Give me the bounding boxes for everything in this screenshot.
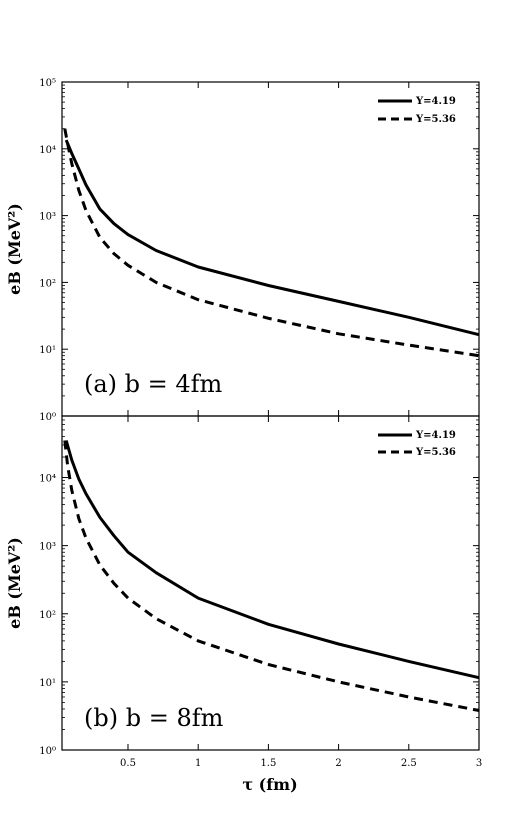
y-tick-label: 10³ xyxy=(39,542,56,553)
x-tick-label: 1 xyxy=(195,758,201,769)
x-axis-title: τ (fm) xyxy=(242,775,297,794)
y-tick-label: 10⁵ xyxy=(39,78,56,89)
y-tick-label: 10¹ xyxy=(39,345,56,356)
series-line-2 xyxy=(63,128,480,358)
series-line-1 xyxy=(64,440,480,680)
y-tick-label: 10¹ xyxy=(39,678,56,689)
y-tick-labels: 10⁰ 10¹ 10² 10³ 10⁴ 10⁵ xyxy=(39,78,56,423)
y-tick-label: 10³ xyxy=(39,212,56,223)
x-tick-label: 2.5 xyxy=(401,758,417,769)
x-tick-label: 3 xyxy=(476,758,482,769)
panel-label: (a) b = 4fm xyxy=(84,370,223,398)
y-tick-label: 10⁴ xyxy=(39,474,56,485)
x-tick-label: 2 xyxy=(335,758,341,769)
series-line-1 xyxy=(64,139,480,337)
tick-marks xyxy=(62,81,480,417)
panel-b: 10⁰ 10¹ 10² 10³ 10⁴ 0.5 1 1.5 2 2.5 3 eB (MeV²) Y… xyxy=(5,415,482,794)
legend-label-series-1: Y=4.19 xyxy=(415,430,456,441)
panel-label: (b) b = 8fm xyxy=(84,704,224,732)
y-tick-label: 10⁰ xyxy=(39,412,56,423)
series-lines xyxy=(63,440,480,712)
legend: Y=4.19 Y=5.36 xyxy=(378,96,456,125)
y-tick-label: 10² xyxy=(39,610,56,621)
legend-label-series-2: Y=5.36 xyxy=(415,114,456,125)
x-tick-label: 1.5 xyxy=(260,758,276,769)
y-axis-title: eB (MeV²) xyxy=(5,203,24,295)
legend-label-series-1: Y=4.19 xyxy=(415,96,456,107)
series-line-2 xyxy=(63,440,480,712)
y-axis-title: eB (MeV²) xyxy=(5,537,24,629)
plot-area-frame xyxy=(61,415,480,751)
legend-label-series-2: Y=5.36 xyxy=(415,447,456,458)
legend: Y=4.19 Y=5.36 xyxy=(378,430,456,458)
series-lines xyxy=(63,128,480,358)
y-tick-label: 10² xyxy=(39,278,56,289)
y-tick-label: 10⁴ xyxy=(39,145,56,156)
x-tick-labels: 0.5 1 1.5 2 2.5 3 xyxy=(120,758,482,769)
tick-marks xyxy=(62,415,480,751)
panel-a: 10⁰ 10¹ 10² 10³ 10⁴ 10⁵ eB (MeV²) Y=4.19 Y=5.… xyxy=(5,78,480,423)
x-tick-label: 0.5 xyxy=(120,758,136,769)
y-tick-labels: 10⁰ 10¹ 10² 10³ 10⁴ xyxy=(39,474,56,757)
y-tick-label: 10⁰ xyxy=(39,746,56,757)
